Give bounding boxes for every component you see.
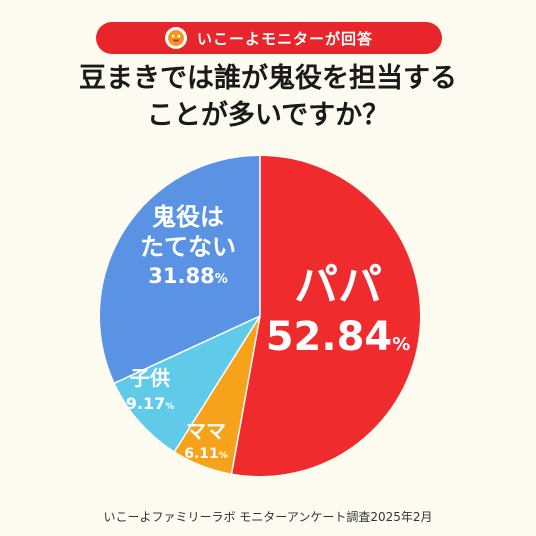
slice-label: ママ 6.11%: [184, 419, 228, 462]
pie-slice: [100, 156, 260, 384]
slice-name-label: ママ: [186, 419, 226, 443]
header-banner: いこーよモニターが回答: [96, 22, 442, 54]
chart-title-line-1: 豆まきでは誰が鬼役を担当する: [79, 63, 457, 94]
slice-name-label: 子供: [130, 366, 170, 390]
slice-value-label: 52.84%: [266, 314, 411, 360]
slice-label: 子供 9.17%: [126, 366, 175, 413]
slice-name-label: 鬼役は: [152, 203, 224, 231]
banner-text: いこーよモニターが回答: [196, 29, 373, 48]
slice-separator: [230, 315, 261, 474]
pie-slice: [231, 156, 420, 476]
smiley-face-icon: [164, 27, 187, 49]
slice-separator: [174, 315, 261, 452]
source-footer: いこーよファミリーラボ モニターアンケート調査2025年2月: [103, 510, 433, 524]
slice-value-label: 9.17%: [126, 394, 175, 413]
slice-value-label: 31.88%: [148, 264, 227, 288]
chart-title-line-2: ことが多いですか？: [146, 100, 390, 131]
slice-name-label: たてない: [140, 233, 236, 261]
slice-separator: [114, 315, 261, 384]
pie-slice: [114, 316, 260, 452]
chart-title: 豆まきでは誰が鬼役を担当する ことが多いですか？: [0, 60, 536, 134]
slice-value-label: 6.11%: [184, 446, 228, 462]
slice-name-label: パパ: [294, 260, 382, 311]
